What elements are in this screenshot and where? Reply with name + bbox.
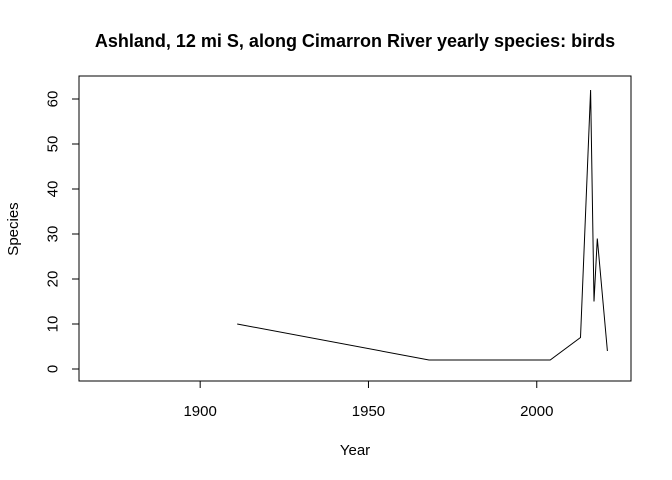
y-tick-label: 40	[45, 181, 62, 198]
y-tick-label: 20	[45, 271, 62, 288]
y-axis-label: Species	[5, 202, 22, 255]
x-tick-label: 1900	[183, 403, 216, 420]
x-tick-label: 2000	[520, 403, 553, 420]
y-tick-label: 60	[45, 91, 62, 108]
series-group	[237, 89, 608, 361]
x-tick-label: 1950	[352, 403, 385, 420]
series-line	[237, 89, 608, 361]
y-tick-label: 0	[45, 365, 62, 373]
y-tick-label: 50	[45, 136, 62, 153]
x-axis-label: Year	[340, 442, 370, 459]
y-tick-label: 30	[45, 226, 62, 243]
y-tick-label: 10	[45, 316, 62, 333]
chart-title: Ashland, 12 mi S, along Cimarron River y…	[95, 31, 615, 51]
x-axis: 1900 1950 2000	[183, 380, 553, 420]
plot-frame	[78, 75, 632, 382]
y-axis: 0 10 20 30 40 50 60	[45, 91, 80, 373]
